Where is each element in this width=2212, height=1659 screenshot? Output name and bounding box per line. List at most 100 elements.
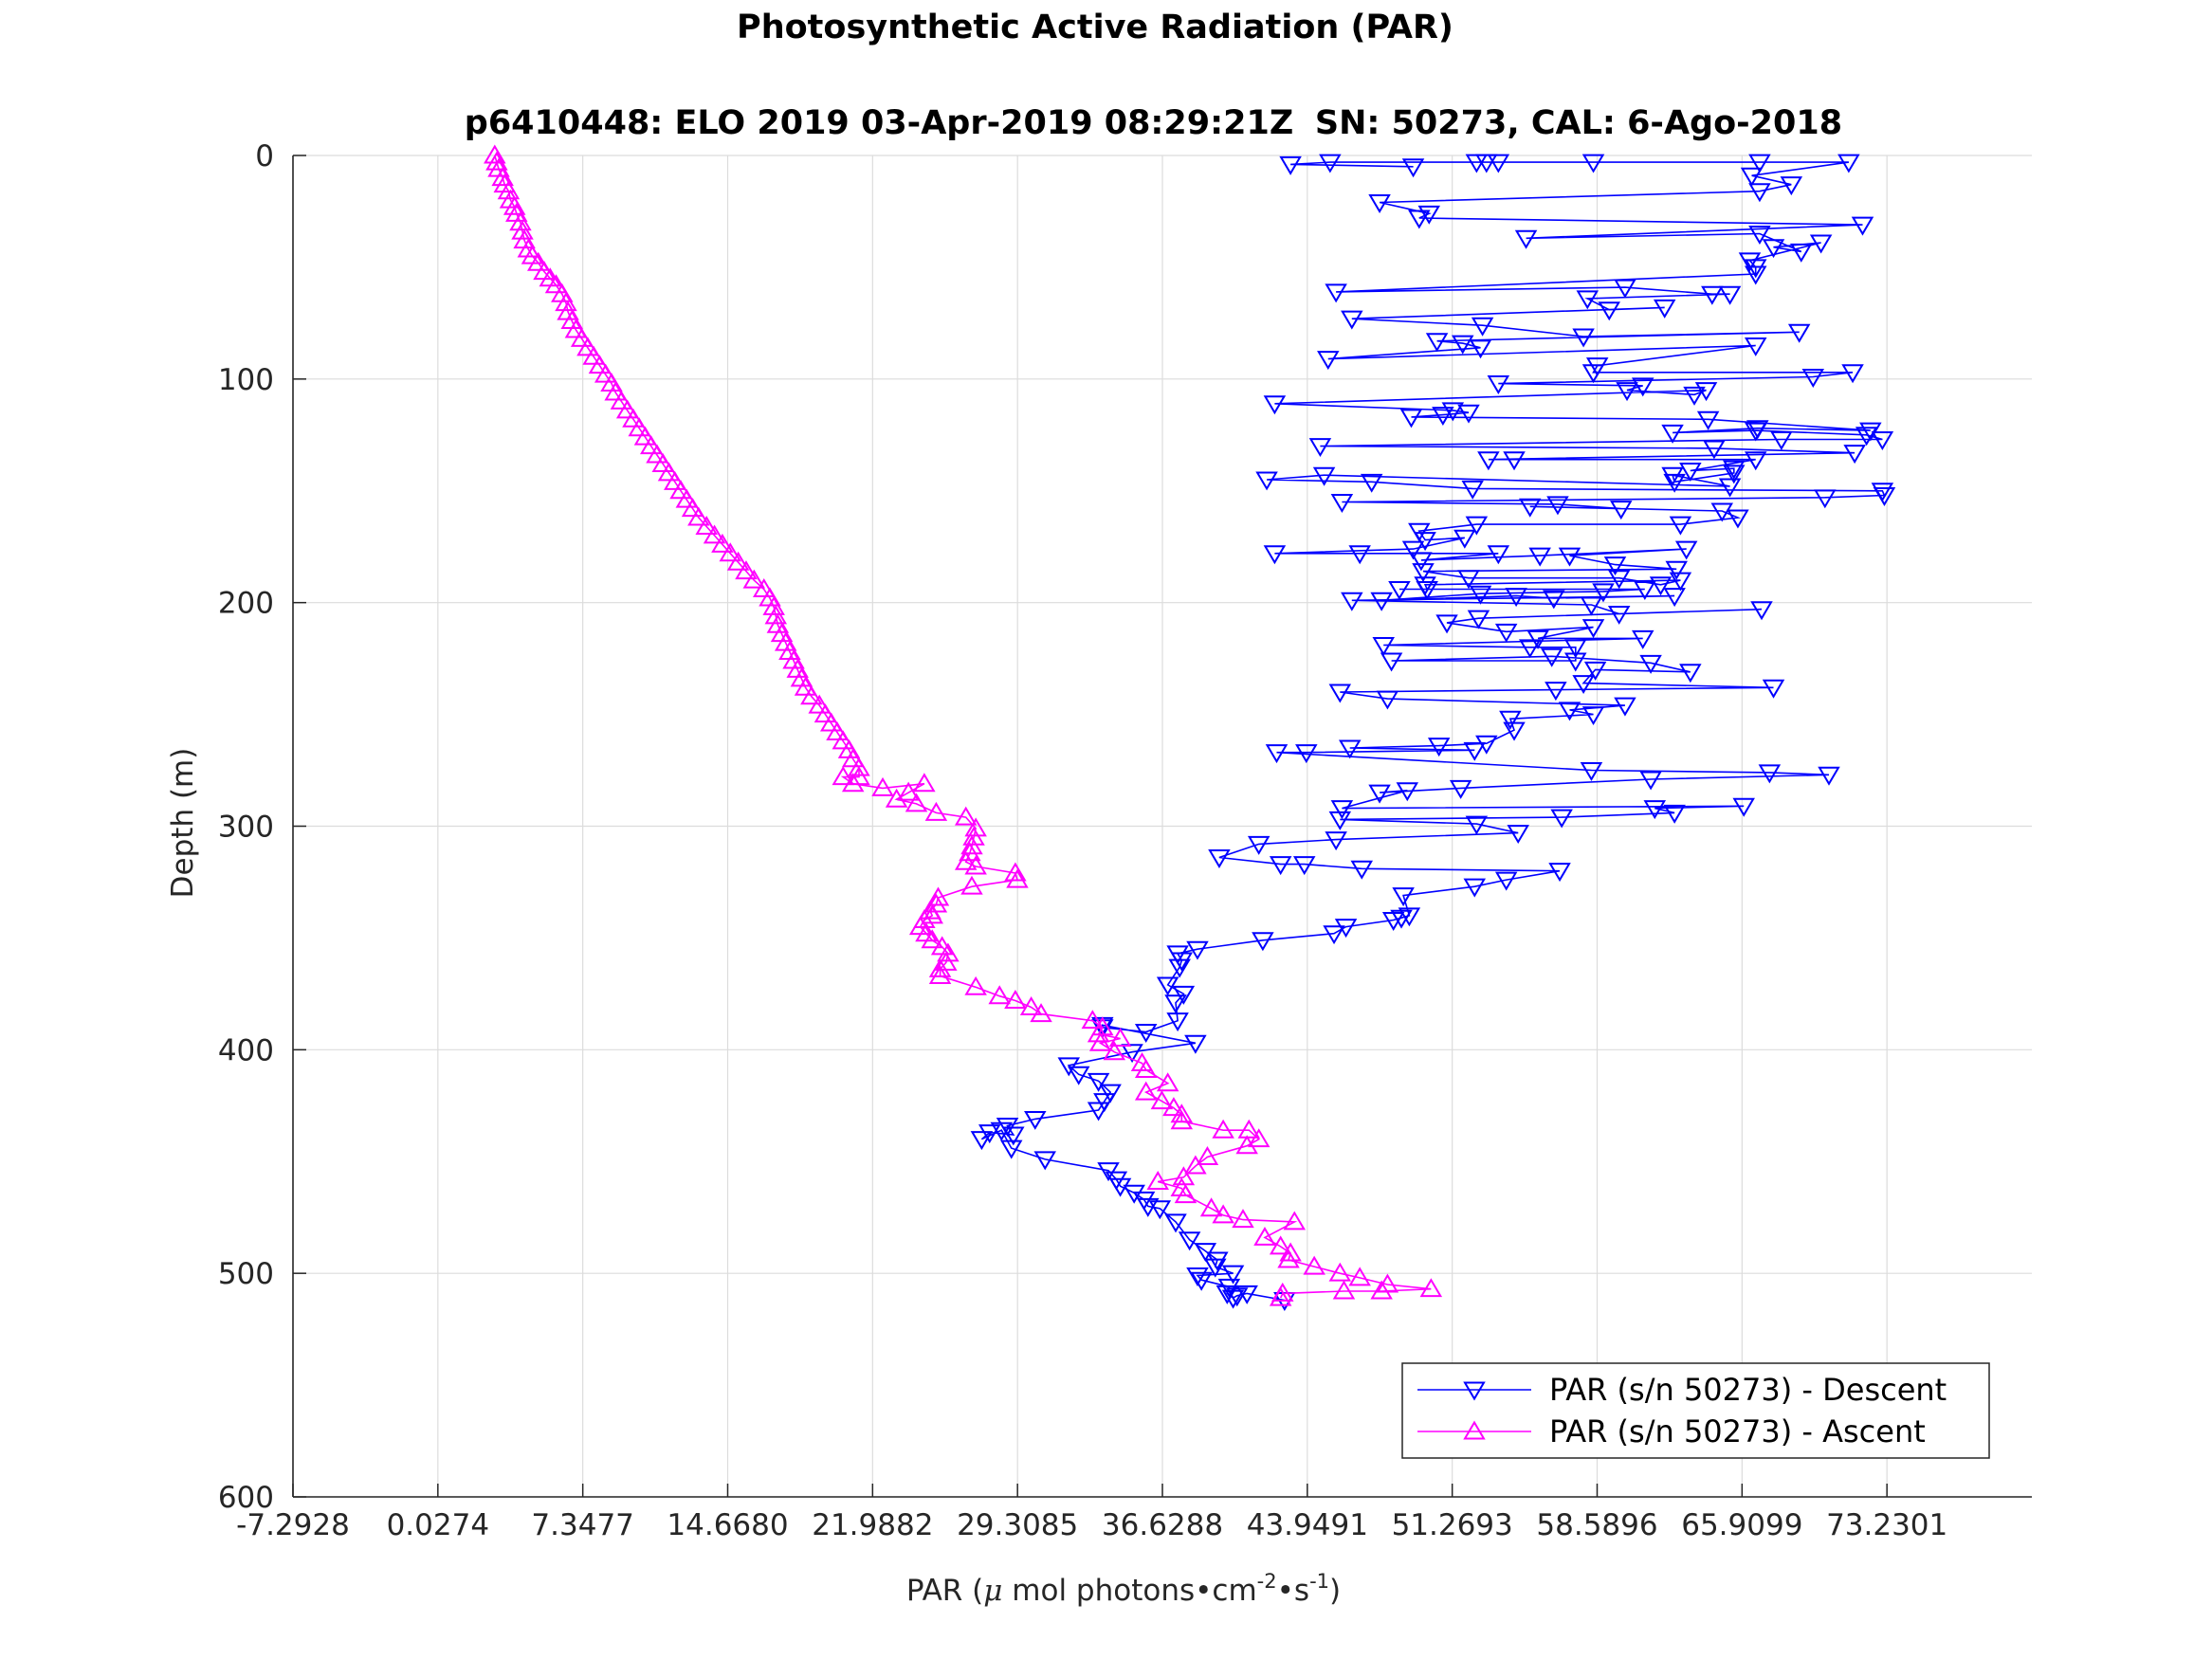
descent-point: [1435, 614, 1458, 634]
descent-point: [1487, 154, 1510, 173]
ascent-point: [1269, 1286, 1292, 1306]
descent-point: [1528, 547, 1551, 567]
y-axis-label: Depth (m): [166, 748, 200, 899]
ascent-point: [764, 605, 788, 625]
descent-point: [1178, 1231, 1201, 1251]
y-tick-label: 400: [218, 1033, 274, 1067]
descent-point: [1477, 451, 1500, 471]
ascent-point: [687, 506, 710, 526]
ascent-point: [622, 408, 645, 428]
ascent-point: [960, 875, 983, 895]
descent-point: [1494, 623, 1518, 643]
descent-point: [1392, 887, 1415, 907]
descent-point: [1463, 878, 1487, 898]
descent-point: [1417, 205, 1441, 225]
ascent-point: [511, 220, 534, 240]
ascent-point: [1103, 1041, 1126, 1061]
descent-point: [1748, 183, 1771, 203]
ascent-point: [964, 817, 987, 837]
descent-point: [1184, 1034, 1207, 1054]
descent-point: [1381, 912, 1405, 932]
ascent-point: [669, 480, 692, 500]
descent-point: [1683, 386, 1706, 406]
descent-point: [1186, 940, 1209, 960]
ascent-point: [742, 569, 766, 589]
ascent-point: [800, 685, 823, 705]
descent-point: [1148, 1200, 1172, 1220]
descent-point: [1581, 154, 1605, 173]
descent-point: [1002, 1126, 1025, 1146]
ascent-point: [841, 748, 865, 768]
descent-point: [1410, 552, 1433, 572]
x-tick-label: 7.3477: [531, 1508, 633, 1542]
ascent-point: [639, 435, 663, 455]
ascent-point: [841, 773, 865, 793]
descent-point: [1453, 529, 1476, 549]
descent-point: [1583, 661, 1607, 681]
ascent-point: [1030, 1003, 1052, 1023]
descent-point: [1696, 410, 1720, 430]
series-ascent: [484, 144, 1443, 1306]
ascent-point: [1170, 1110, 1194, 1130]
descent-point: [1634, 581, 1656, 600]
legend-label-ascent: PAR (s/n 50273) - Ascent: [1549, 1413, 1926, 1449]
descent-point: [1543, 590, 1565, 610]
descent-point: [1368, 194, 1391, 213]
descent-point: [1518, 639, 1542, 659]
descent-point: [1033, 1151, 1056, 1171]
x-tick-label: 73.2301: [1826, 1508, 1947, 1542]
ascent-point: [1162, 1097, 1185, 1117]
ascent-point: [485, 151, 508, 171]
descent-point: [1372, 636, 1395, 656]
ascent-point: [726, 551, 750, 571]
descent-point: [1744, 422, 1767, 442]
ascent-point: [633, 426, 657, 446]
descent-point: [1873, 486, 1896, 506]
descent-point: [1401, 540, 1425, 560]
legend: PAR (s/n 50273) - Descent PAR (s/n 50273…: [1401, 1362, 1990, 1459]
ascent-point: [826, 720, 849, 740]
ascent-point: [1134, 1059, 1158, 1079]
ascent-point: [1232, 1209, 1254, 1229]
ascent-point: [924, 801, 948, 821]
descent-point: [1748, 226, 1771, 246]
descent-point: [1164, 994, 1187, 1014]
descent-point: [1457, 570, 1480, 590]
descent-point: [1732, 797, 1755, 817]
descent-point: [1350, 860, 1374, 880]
ascent-point: [1196, 1146, 1219, 1166]
descent-point: [1204, 1258, 1227, 1278]
y-tick-label: 600: [218, 1481, 274, 1515]
descent-point: [1465, 815, 1489, 835]
descent-point: [1614, 279, 1636, 299]
ascent-point: [1081, 1010, 1105, 1030]
descent-point: [1341, 592, 1363, 611]
ascent-point: [664, 470, 686, 490]
chart-subtitle-right: SN: 50273, CAL: 6-Ago-2018: [1315, 104, 1842, 142]
descent-point: [1208, 849, 1231, 868]
ascent-point: [762, 595, 785, 615]
descent-point: [1221, 1289, 1245, 1309]
descent-point: [1723, 460, 1746, 480]
descent-point: [1762, 679, 1785, 699]
ascent-point: [555, 292, 577, 312]
descent-point: [990, 1121, 1014, 1141]
legend-box: [1401, 1362, 1990, 1459]
descent-point: [1164, 1213, 1187, 1233]
ascent-point: [1199, 1197, 1223, 1217]
ascent-point: [1212, 1119, 1234, 1139]
ascent-point: [711, 533, 734, 553]
descent-point: [1564, 652, 1587, 672]
descent-point: [1380, 652, 1403, 672]
descent-point: [1475, 735, 1498, 755]
descent-point: [1603, 556, 1627, 576]
descent-point: [1319, 154, 1342, 173]
ascent-point: [1004, 989, 1027, 1009]
descent-point: [1740, 167, 1764, 187]
ascent-point: [964, 855, 987, 875]
descent-point: [1341, 310, 1363, 330]
descent-point: [1703, 440, 1726, 460]
descent-point: [1247, 835, 1271, 855]
ascent-point: [503, 195, 526, 215]
descent-point: [1206, 1251, 1229, 1271]
